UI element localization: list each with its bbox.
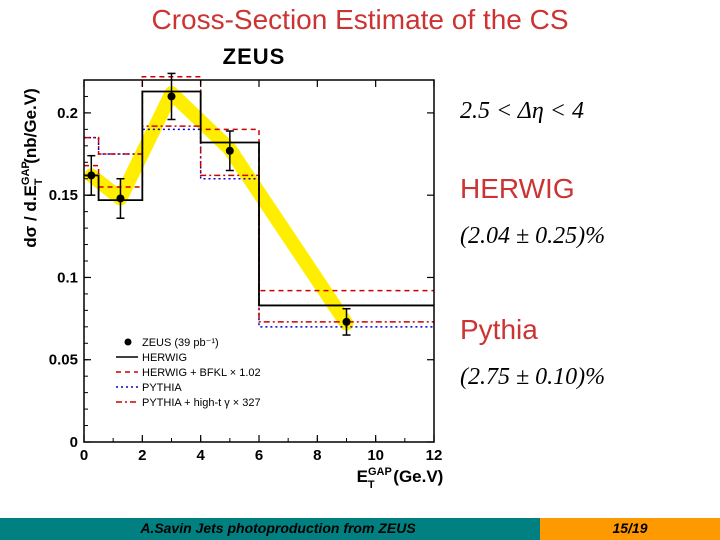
svg-text:dσ / d.EGAPT (nb/Ge.V): dσ / d.EGAPT (nb/Ge.V) — [20, 88, 45, 248]
svg-text:HERWIG + BFKL × 1.02: HERWIG + BFKL × 1.02 — [142, 367, 261, 379]
svg-text:12: 12 — [426, 447, 443, 464]
footer-page: 15/19 — [540, 518, 720, 540]
svg-text:0: 0 — [80, 447, 88, 464]
svg-text:0.1: 0.1 — [57, 269, 78, 286]
svg-text:PYTHIA: PYTHIA — [142, 382, 182, 394]
herwig-label: HERWIG — [460, 173, 710, 205]
svg-text:0.05: 0.05 — [49, 352, 78, 369]
eta-range: 2.5 < Δη < 4 — [460, 98, 710, 125]
pythia-value: (2.75 ± 0.10)% — [460, 364, 710, 391]
svg-text:0: 0 — [70, 434, 78, 451]
svg-text:6: 6 — [255, 447, 263, 464]
svg-text:HERWIG: HERWIG — [142, 352, 187, 364]
svg-text:0.2: 0.2 — [57, 105, 78, 122]
footer-caption: A.Savin Jets photoproduction from ZEUS — [0, 518, 540, 540]
svg-text:10: 10 — [367, 447, 384, 464]
right-panel: 2.5 < Δη < 4 HERWIG (2.04 ± 0.25)% Pythi… — [450, 80, 710, 415]
svg-text:2: 2 — [138, 447, 146, 464]
chart-svg: 0 2 4 6 8 10 12 0 0.05 0.1 0.15 0.2 EGAPT (Ge.V) dσ /… — [14, 70, 444, 490]
svg-text:8: 8 — [313, 447, 321, 464]
chart-title: ZEUS — [14, 44, 444, 70]
chart-region: ZEUS 0 2 4 6 8 10 12 0 0.05 0.1 0.15 0.2 EGAPT (Ge.V… — [14, 44, 444, 494]
svg-text:0.15: 0.15 — [49, 187, 78, 204]
herwig-value: (2.04 ± 0.25)% — [460, 223, 710, 250]
svg-text:PYTHIA + high-t γ × 327: PYTHIA + high-t γ × 327 — [142, 397, 261, 409]
pythia-label: Pythia — [460, 314, 710, 346]
svg-text:EGAPT (Ge.V): EGAPT (Ge.V) — [357, 466, 444, 490]
footer: A.Savin Jets photoproduction from ZEUS 1… — [0, 518, 720, 540]
svg-text:ZEUS (39 pb⁻¹): ZEUS (39 pb⁻¹) — [142, 337, 219, 349]
page-title: Cross-Section Estimate of the CS — [0, 0, 720, 36]
svg-text:4: 4 — [196, 447, 205, 464]
